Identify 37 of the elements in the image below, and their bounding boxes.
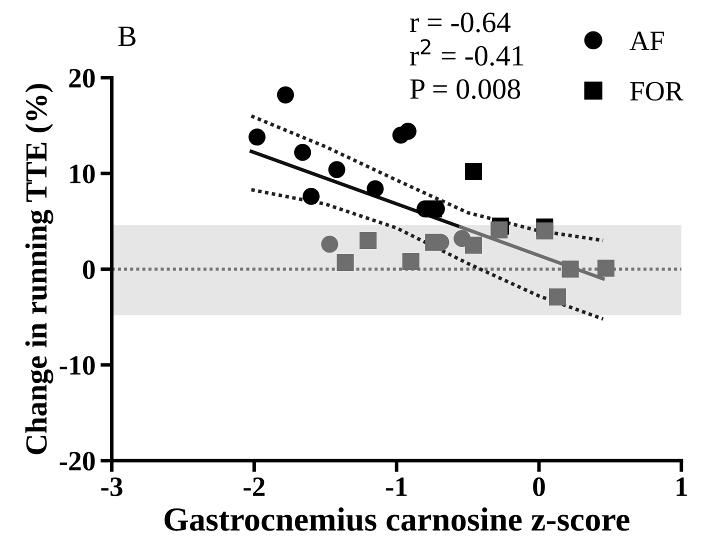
point	[464, 236, 482, 254]
line-series	[250, 188, 605, 321]
line-series	[250, 114, 605, 242]
x-axis-title: Gastrocnemius carnosine z-score	[164, 507, 630, 531]
annotation: P = 0.008	[410, 79, 520, 100]
point	[490, 221, 508, 238]
point	[294, 144, 312, 161]
point	[360, 232, 377, 249]
point	[328, 161, 346, 178]
x-tick-label: 0	[533, 477, 545, 496]
text: r = -0.64	[410, 12, 510, 32]
legend-label: AF	[630, 32, 664, 50]
y-tick-label: 10	[70, 164, 95, 184]
y-axis-title: Change in running TTE (%)	[25, 84, 54, 454]
x-tick-label: -2	[244, 478, 265, 496]
point	[399, 122, 416, 140]
text: B	[118, 26, 136, 46]
x-tick-label: -3	[101, 478, 122, 496]
point	[536, 222, 554, 240]
point	[248, 128, 266, 146]
y-tick-label: 20	[69, 68, 95, 88]
point	[302, 188, 320, 205]
point	[562, 260, 579, 278]
point	[402, 253, 420, 270]
legend-label: FOR	[630, 82, 684, 101]
point	[548, 288, 566, 306]
point	[336, 254, 354, 271]
y-tick-label: -10	[60, 356, 95, 375]
y-tick-label: -20	[60, 452, 95, 471]
x-tick-label: -1	[386, 478, 407, 496]
point	[366, 180, 384, 198]
point	[277, 86, 294, 104]
text: r$^{2}$ = -0.41	[410, 39, 524, 66]
point	[597, 260, 614, 277]
point	[425, 234, 442, 251]
x-tick-label: 1	[676, 478, 687, 496]
y-tick-label: 0	[82, 260, 95, 280]
